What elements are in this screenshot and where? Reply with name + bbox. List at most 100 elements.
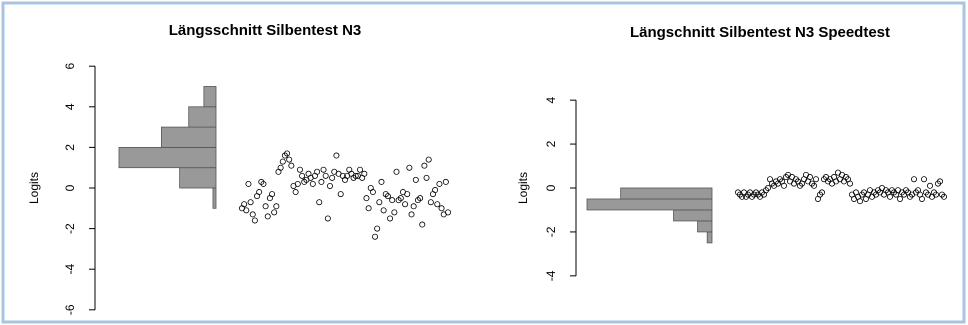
histogram-bar [179, 167, 217, 189]
data-point [436, 180, 443, 187]
y-tick-label: 4 [544, 96, 558, 103]
data-point [382, 191, 389, 198]
data-point [421, 162, 428, 169]
data-point [262, 203, 269, 210]
data-point [264, 213, 271, 220]
data-point [393, 168, 400, 175]
data-point [417, 195, 424, 202]
data-point [286, 156, 293, 163]
data-point [320, 166, 327, 173]
data-point [273, 203, 280, 210]
data-point [395, 197, 402, 204]
data-point [369, 189, 376, 196]
data-point [243, 207, 250, 214]
data-point [309, 180, 316, 187]
data-point [258, 178, 265, 185]
y-tick-label: -4 [544, 270, 558, 281]
data-point [419, 221, 426, 228]
data-point [322, 172, 329, 179]
data-point [857, 198, 864, 205]
data-point [933, 191, 940, 198]
y-tick-label: -2 [63, 223, 77, 234]
data-point [432, 187, 439, 194]
data-point [919, 195, 926, 202]
data-point [402, 201, 409, 208]
data-point [249, 211, 256, 218]
data-point [314, 168, 321, 175]
data-point [406, 164, 413, 171]
data-point [279, 158, 286, 165]
data-point [277, 164, 284, 171]
histogram-bar [188, 106, 217, 128]
y-axis-label: Logits [516, 172, 530, 204]
data-point [781, 182, 788, 189]
data-point [389, 197, 396, 204]
data-point [337, 191, 344, 198]
data-point [765, 184, 772, 191]
chart-title: Längschnitt Silbentest N3 Speedtest [630, 24, 890, 41]
data-point [256, 189, 263, 196]
y-tick-label: 0 [63, 184, 77, 191]
data-point [296, 166, 303, 173]
data-point [241, 201, 248, 208]
y-tick-label: -6 [63, 304, 77, 315]
data-point [927, 182, 934, 189]
data-point [438, 205, 445, 212]
data-point [269, 191, 276, 198]
data-point [324, 215, 331, 222]
data-point [301, 178, 308, 185]
data-point [376, 199, 383, 206]
data-point [410, 203, 417, 210]
histogram-bar [212, 187, 217, 209]
data-point [444, 209, 451, 216]
data-point [260, 180, 267, 187]
chart-title: Längsschnitt Silbentest N3 [169, 22, 362, 39]
data-point [363, 195, 370, 202]
data-point [937, 178, 944, 185]
histogram-bar [673, 209, 713, 222]
data-point [427, 199, 434, 206]
data-point [911, 176, 918, 183]
data-point [374, 225, 381, 232]
data-point [897, 195, 904, 202]
data-point [288, 162, 295, 169]
data-point [414, 197, 421, 204]
data-point [408, 211, 415, 218]
data-point [391, 209, 398, 216]
y-tick-label: 6 [63, 63, 77, 70]
data-point [333, 152, 340, 159]
data-point [397, 195, 404, 202]
data-point [847, 180, 854, 187]
data-point [251, 217, 258, 224]
data-point [404, 191, 411, 198]
data-point [326, 182, 333, 189]
data-point [281, 152, 288, 159]
data-point [284, 150, 291, 157]
data-point [352, 172, 359, 179]
data-point [384, 193, 391, 200]
data-point [434, 201, 441, 208]
data-point [378, 178, 385, 185]
data-point [247, 199, 254, 206]
data-point [299, 172, 306, 179]
data-point [245, 180, 252, 187]
data-point [811, 182, 818, 189]
data-point [412, 176, 419, 183]
data-point [807, 174, 814, 181]
data-point [365, 205, 372, 212]
y-axis-label: Logits [27, 172, 41, 204]
y-tick-label: 0 [544, 184, 558, 191]
data-point [271, 209, 278, 216]
y-tick-label: 2 [544, 140, 558, 147]
data-point [425, 156, 432, 163]
data-point [372, 233, 379, 240]
histogram-bar [203, 86, 217, 108]
data-point [442, 178, 449, 185]
histogram-bar [697, 220, 713, 233]
data-point [941, 193, 948, 200]
data-point [294, 180, 301, 187]
histogram-bar [586, 198, 713, 211]
data-point [318, 178, 325, 185]
data-point [387, 215, 394, 222]
